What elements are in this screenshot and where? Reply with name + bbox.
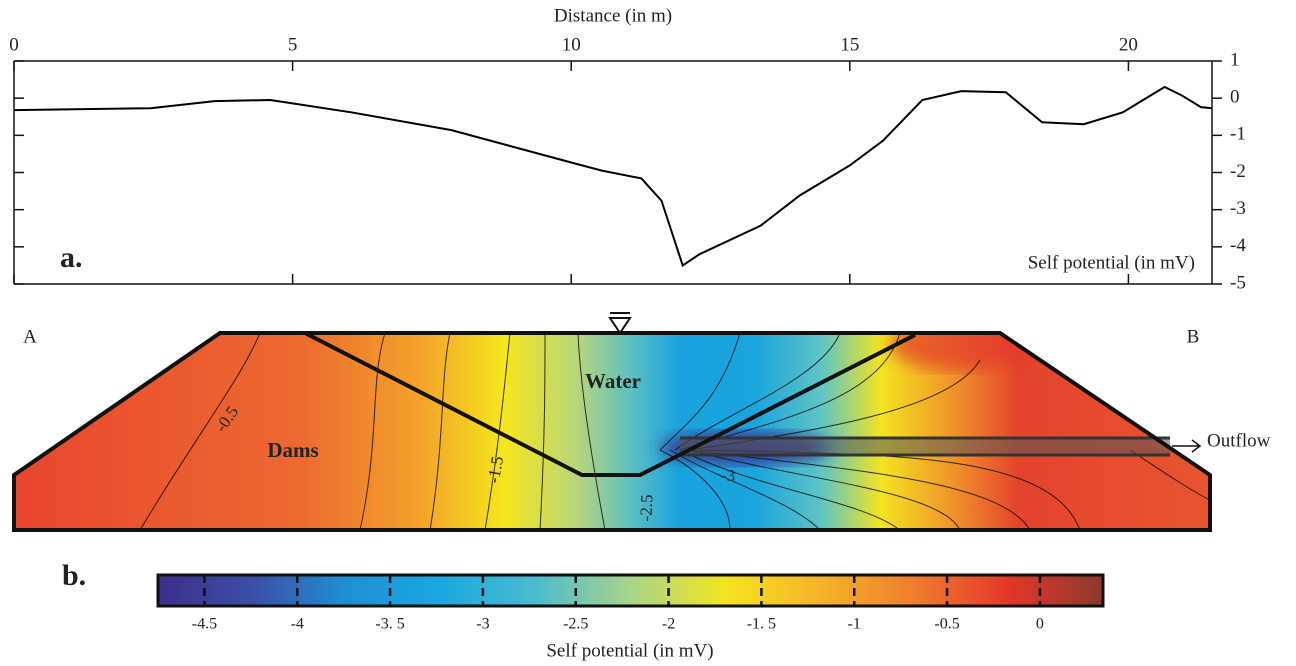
region-label: Water (585, 369, 641, 393)
contour-label: -2.5 (636, 494, 656, 522)
panel-label: b. (62, 559, 86, 592)
contour-label: -3 (721, 466, 735, 485)
section-end-label: B (1187, 326, 1200, 347)
colorbar-tick-label: -0.5 (934, 616, 959, 633)
colorbar-tick-label: -4 (291, 616, 304, 633)
colorbar-tick-label: -1 (848, 616, 861, 633)
drain (680, 436, 1170, 457)
colorbar-tick-label: -4.5 (192, 616, 217, 633)
colorbar (156, 573, 1105, 608)
colorbar-title: Self potential (in mV) (546, 640, 713, 661)
dam-body (14, 333, 1210, 530)
x-tick-label: 15 (840, 34, 859, 55)
region-label: Dams (267, 438, 318, 462)
colorbar-tick-label: -2.5 (563, 616, 588, 633)
cross-section (12, 312, 1212, 532)
y-tick-label: -5 (1230, 272, 1246, 293)
colorbar-tick-label: -3. 5 (375, 616, 404, 633)
y-tick-label: -3 (1230, 198, 1246, 219)
x-tick-label: 20 (1119, 34, 1138, 55)
line-series (13, 85, 1213, 267)
outflow-arrow-head (1191, 439, 1202, 453)
colorbar-tick-label: -2 (662, 616, 675, 633)
y-tick-label: -2 (1230, 161, 1246, 182)
y-tick-label: 1 (1230, 49, 1240, 70)
y-axis-title: Self potential (in mV) (1028, 252, 1195, 273)
colorbar-tick-label: -3 (476, 616, 489, 633)
section-outline (12, 331, 1212, 532)
x-axis-title: Distance (in m) (554, 5, 672, 26)
contour-label: -1.5 (484, 455, 507, 485)
x-tick-label: 10 (562, 34, 581, 55)
water-level-symbol (608, 312, 632, 335)
outflow-label: Outflow (1207, 430, 1271, 451)
colorbar-tick-label: 0 (1036, 616, 1044, 633)
colorbar-tick-label: -1. 5 (747, 616, 776, 633)
y-tick-label: -1 (1230, 124, 1246, 145)
x-tick-label: 5 (288, 34, 298, 55)
section-end-label: A (23, 326, 37, 347)
x-tick-label: 0 (9, 34, 19, 55)
y-tick-label: -4 (1230, 235, 1246, 256)
panel-label: a. (60, 241, 83, 274)
water-boundary (304, 331, 916, 477)
y-tick-label: 0 (1230, 87, 1240, 108)
